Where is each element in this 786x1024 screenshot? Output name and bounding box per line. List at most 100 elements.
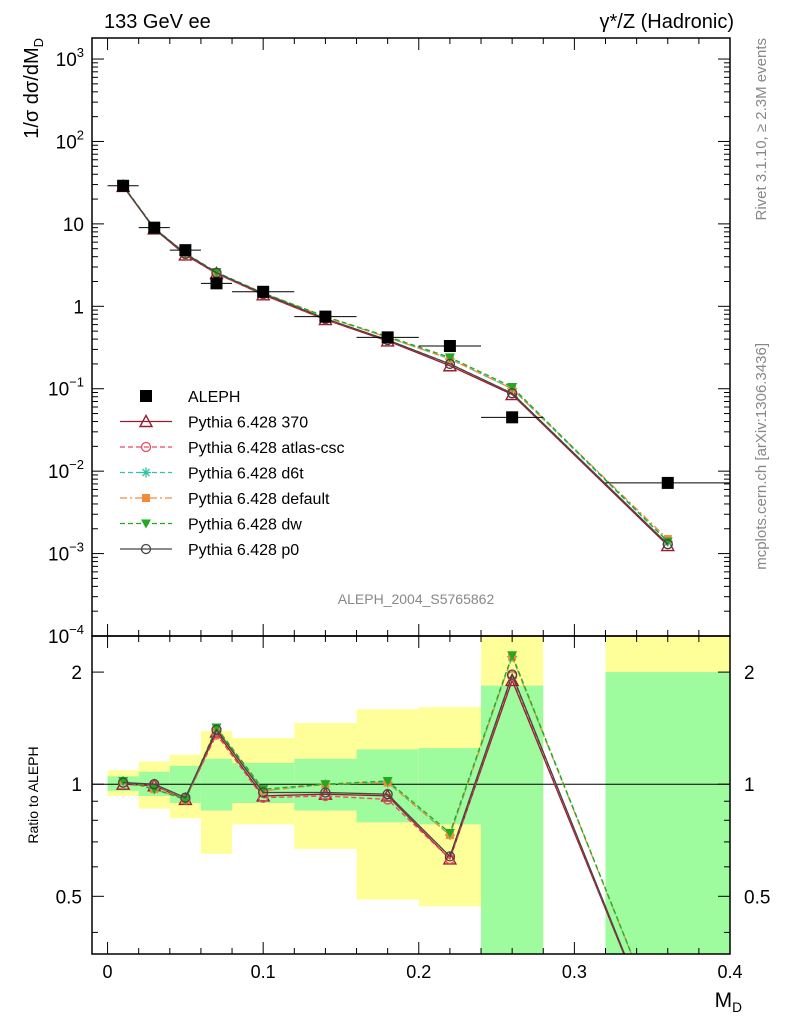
ratio-point-dw-4 — [258, 785, 269, 795]
ratio-point-dw-2 — [180, 795, 191, 805]
x-axis-label: MD — [715, 989, 743, 1015]
main-point-dw-8 — [507, 382, 518, 392]
legend-entry-data: ALEPH — [140, 389, 240, 406]
legend-marker-dw — [141, 519, 151, 529]
main-y-tick-label-5: 10 — [63, 215, 84, 236]
main-point-data-7 — [443, 339, 456, 352]
main-point-p0-3 — [211, 267, 222, 278]
legend-label-dw: Pythia 6.428 dw — [188, 517, 302, 534]
ratio-point-atlas-5 — [320, 790, 331, 802]
main-y-tick-label-1: 10−3 — [48, 540, 84, 566]
main-line-p0 — [122, 185, 669, 545]
main-y-tick-label-2: 10−2 — [48, 457, 84, 483]
ratio-point-p0-6 — [382, 789, 393, 800]
ratio-point-dw-7 — [444, 828, 455, 838]
ratio-series-group — [115, 651, 633, 954]
ratio-point-p0-4 — [258, 787, 269, 798]
legend: ALEPH Pythia 6.428 370 Pythia 6.428 atlas-… — [120, 389, 345, 559]
legend-entry-default: Pythia 6.428 default — [120, 491, 330, 508]
main-y-tick-label-7: 103 — [56, 45, 84, 71]
header-right: γ*/Z (Hadronic) — [600, 11, 734, 33]
main-y-tick-label-3: 10−1 — [48, 375, 84, 401]
main-point-data-6 — [381, 331, 394, 344]
main-point-data-1 — [148, 221, 161, 234]
main-y-tick-label-4: 1 — [73, 297, 84, 318]
legend-marker-p370 — [138, 414, 154, 428]
main-point-data-5 — [319, 310, 332, 323]
main-point-p0-9 — [662, 539, 673, 550]
ratio-y-tick-label-left-1: 1 — [71, 775, 82, 796]
x-tick-label-3: 0.3 — [562, 962, 587, 982]
legend-label-p370: Pythia 6.428 370 — [188, 415, 308, 432]
ratio-point-p370-5 — [318, 786, 333, 800]
ratio-band-inner-9 — [605, 672, 730, 954]
ratio-point-p0-8 — [506, 669, 518, 680]
analysis-id: ALEPH_2004_S5765862 — [338, 591, 495, 607]
main-line-d6t — [122, 185, 669, 542]
main-point-data-2 — [179, 244, 192, 257]
ratio-point-p0-5 — [320, 787, 331, 798]
legend-entry-p370: Pythia 6.428 370 — [120, 414, 308, 432]
ratio-y-tick-label-left-0: 0.5 — [56, 887, 82, 908]
x-tick-label-4: 0.4 — [717, 962, 742, 982]
main-point-data-3 — [210, 277, 223, 290]
ratio-line-p0 — [123, 672, 626, 954]
main-point-p0-7 — [444, 358, 456, 370]
ratio-point-p0-3 — [211, 724, 222, 735]
main-series-default — [119, 181, 672, 544]
ratio-series-dw — [118, 651, 633, 954]
axis-ticks — [92, 38, 731, 954]
legend-marker-d6t — [141, 467, 151, 478]
ratio-point-dw-1 — [149, 785, 160, 795]
ratio-y-axis-label: Ratio to ALEPH — [25, 746, 41, 843]
axis-tick-labels: 0 0.1 0.2 0.3 0.4 10−4 10−3 10−2 10−1 1 10 102 103 0.… — [48, 45, 770, 982]
main-point-dw-7 — [444, 353, 455, 363]
ratio-plot-frame — [91, 635, 731, 955]
ratio-y-tick-label-right-1: 1 — [744, 775, 755, 796]
ratio-point-p0-2 — [180, 792, 191, 803]
main-point-data-8 — [506, 411, 519, 424]
legend-entry-dw: Pythia 6.428 dw — [120, 517, 302, 534]
ratio-y-tick-label-right-0: 0.5 — [744, 887, 770, 908]
header-left: 133 GeV ee — [104, 11, 211, 33]
legend-entry-atlas: Pythia 6.428 atlas-csc — [120, 440, 345, 457]
legend-label-atlas: Pythia 6.428 atlas-csc — [188, 440, 345, 457]
legend-label-p0: Pythia 6.428 p0 — [188, 542, 299, 559]
x-tick-label-0: 0 — [103, 962, 113, 982]
legend-entry-p0: Pythia 6.428 p0 — [120, 542, 299, 559]
x-tick-label-1: 0.1 — [251, 962, 276, 982]
main-line-dw — [122, 185, 669, 542]
legend-label-d6t: Pythia 6.428 d6t — [188, 466, 304, 483]
x-tick-label-2: 0.2 — [406, 962, 431, 982]
ratio-point-p0-0 — [117, 777, 129, 788]
main-point-data-9 — [661, 476, 674, 489]
ratio-point-dw-8 — [507, 651, 518, 661]
main-point-p370-8 — [504, 387, 520, 401]
main-y-axis-label: 1/σ dσ/dMD — [21, 38, 46, 139]
main-series-data — [107, 179, 730, 489]
legend-label-default: Pythia 6.428 default — [188, 491, 330, 508]
main-y-tick-label-0: 10−4 — [48, 622, 84, 648]
legend-marker-data — [140, 390, 152, 402]
main-y-tick-label-6: 102 — [56, 127, 84, 153]
mcplots-label: mcplots.cern.ch [arXiv:1306.3436] — [753, 343, 770, 570]
rivet-version-label: Rivet 3.1.10, ≥ 2.3M events — [753, 38, 770, 221]
ratio-y-tick-label-left-2: 2 — [71, 663, 82, 684]
main-line-default — [122, 185, 669, 540]
ratio-point-p0-1 — [149, 779, 160, 790]
ratio-band-inner-7 — [418, 748, 482, 825]
ratio-line-atlas — [123, 674, 626, 954]
legend-marker-atlas — [140, 441, 152, 453]
main-point-p0-8 — [506, 388, 518, 399]
legend-entry-d6t: Pythia 6.428 d6t — [120, 466, 304, 483]
ratio-point-p0-7 — [444, 851, 456, 862]
legend-label-data: ALEPH — [188, 389, 240, 406]
main-series-group — [107, 178, 730, 552]
main-point-data-0 — [117, 179, 130, 192]
ratio-series-p0 — [117, 669, 626, 954]
ratio-y-tick-label-right-2: 2 — [744, 663, 755, 684]
ratio-line-dw — [122, 653, 633, 954]
ratio-point-dw-6 — [382, 776, 393, 786]
legend-marker-p0 — [140, 543, 152, 555]
ratio-uncertainty-bands — [107, 636, 730, 954]
